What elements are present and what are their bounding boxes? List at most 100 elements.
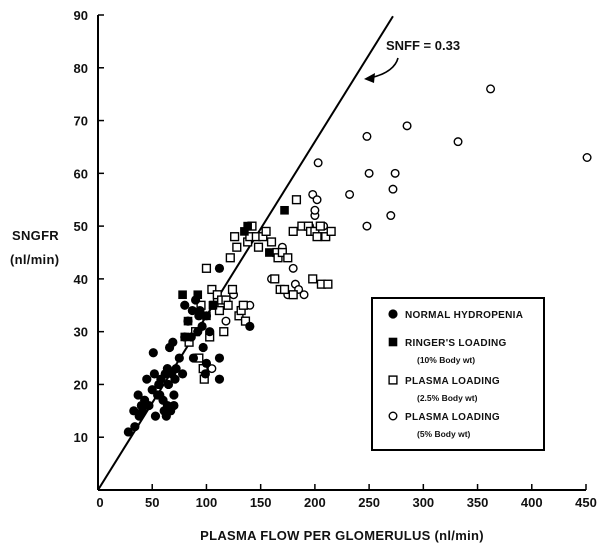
data-point [168,337,178,347]
data-point [133,390,143,400]
legend-sublabel: (5% Body wt) [417,429,471,439]
y-tick-label: 10 [74,430,88,445]
data-point [169,400,179,411]
legend-marker [388,337,398,347]
data-point [142,374,152,384]
x-tick-label: 50 [145,495,159,510]
legend: NORMAL HYDROPENIA RINGER'S LOADING (10% Bo… [371,297,545,451]
y-tick-label: 90 [74,8,88,23]
legend-sublabel: (2.5% Body wt) [417,393,478,403]
data-point [261,226,271,236]
data-point [221,316,231,326]
data-point [207,284,217,295]
data-point [171,364,181,374]
snff-label: SNFF = 0.33 [386,38,460,53]
data-point [291,195,302,205]
y-tick-label: 20 [74,377,88,392]
data-point [169,390,179,400]
data-point [208,300,218,310]
data-point [388,184,398,194]
data-point [205,327,215,337]
data-point [232,242,242,252]
data-point [227,284,238,295]
data-point [170,374,180,384]
legend-marker [388,411,398,421]
data-point [312,232,322,242]
data-point [277,247,287,258]
x-tick-label: 400 [521,495,543,510]
data-point [163,379,174,390]
data-point [178,290,187,300]
data-point [288,290,298,300]
data-point [315,221,325,231]
x-tick-label-0: 0 [96,495,103,510]
data-point [183,316,193,326]
data-point [402,121,412,131]
data-points [123,84,592,437]
data-point [582,152,592,162]
data-point [193,290,203,300]
data-point [386,211,396,221]
legend-label: RINGER'S LOADING [405,338,507,349]
data-point [201,263,212,273]
legend-label: NORMAL HYDROPENIA [405,310,523,321]
data-point [326,226,336,236]
snff-annotation: SNFF = 0.33 [364,38,460,83]
data-point [308,274,318,284]
x-tick-label: 350 [467,495,489,510]
data-point [288,226,298,236]
data-point [486,84,496,94]
data-point [253,242,264,252]
legend-label: PLASMA LOADING [405,412,500,423]
data-point [362,131,372,141]
y-tick-label: 60 [74,166,88,181]
legend-marker [388,375,398,385]
data-point [312,195,322,205]
data-point [323,279,333,289]
data-point [144,400,154,411]
data-point [265,248,274,257]
y-axis-unit-label: (nl/min) [10,252,59,267]
data-point [230,232,240,242]
data-point [279,284,290,295]
x-tick-label: 150 [250,495,272,510]
legend-marker [388,309,398,319]
data-point [270,274,280,284]
data-point [225,253,235,263]
data-point [283,253,293,263]
data-point [202,311,211,321]
data-point [362,221,372,231]
x-tick-label: 300 [412,495,434,510]
data-point [201,358,212,368]
data-point [345,189,355,199]
data-point [280,205,289,215]
legend-label: PLASMA LOADING [405,376,500,387]
data-point [174,353,184,363]
data-point [123,427,133,437]
data-point [223,300,233,310]
data-point [288,263,298,273]
data-point [130,422,140,432]
x-tick-label: 100 [196,495,218,510]
data-point [219,327,229,337]
legend-sublabel: (10% Body wt) [417,355,475,365]
snff-line [97,15,394,491]
data-point [243,221,252,231]
data-point [310,205,320,215]
data-point [321,232,331,242]
snff-line-group [97,15,394,491]
data-point [453,137,463,147]
data-point [214,353,225,363]
data-point [149,369,159,379]
data-point [198,342,208,353]
data-point [200,369,210,379]
y-tick-label: 30 [74,325,88,340]
data-point [187,305,197,316]
ticks: 0 50 100 150 200 250 300 350 400 450 10 20 30 40 50 60 7… [74,8,597,510]
x-tick-label: 250 [358,495,380,510]
y-tick-label: 80 [74,61,88,76]
x-tick-label: 200 [304,495,326,510]
data-point [207,364,217,374]
data-point [245,321,255,331]
legend-box [371,297,545,451]
